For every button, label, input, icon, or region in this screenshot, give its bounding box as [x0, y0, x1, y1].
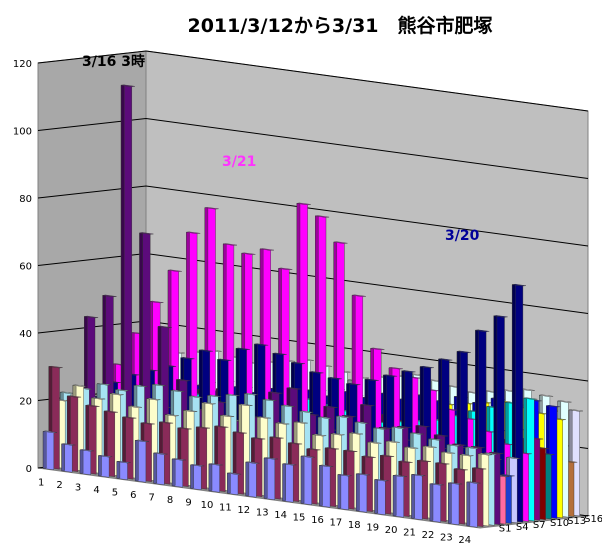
- x-tick-label: 1: [38, 477, 44, 488]
- chart-title: 2011/3/12から3/31 熊谷市肥塚: [187, 14, 492, 37]
- bars: [42, 84, 583, 528]
- x-tick-label: 19: [366, 522, 379, 533]
- depth-tick-label: S4: [516, 522, 529, 533]
- x-tick-label: 14: [274, 510, 287, 521]
- x-tick-label: 7: [149, 492, 155, 503]
- depth-tick-label: S10: [550, 518, 569, 529]
- bar: [392, 474, 407, 518]
- x-tick-label: 12: [237, 505, 250, 516]
- x-tick-label: 2: [56, 480, 62, 491]
- x-tick-label: 11: [219, 502, 232, 513]
- x-tick-label: 5: [112, 487, 118, 498]
- x-tick-label: 22: [422, 530, 435, 541]
- y-tick-label: 80: [19, 194, 32, 205]
- annotation-3-21: 3/21: [222, 154, 256, 170]
- bar: [448, 482, 463, 526]
- bar: [134, 439, 150, 483]
- x-tick-label: 15: [293, 512, 306, 523]
- y-tick-label: 100: [13, 127, 32, 138]
- x-tick-label: 8: [167, 495, 173, 506]
- gridline: [37, 50, 589, 112]
- x-tick-label: 4: [93, 485, 99, 496]
- y-tick-label: 60: [19, 262, 32, 273]
- x-tick-label: 3: [75, 482, 81, 493]
- x-tick-label: 10: [201, 500, 214, 511]
- bar: [42, 430, 58, 471]
- x-tick-label: 17: [330, 517, 343, 528]
- bar: [61, 443, 76, 473]
- y-tick-label: 40: [19, 329, 32, 340]
- y-tick-label: 20: [19, 397, 32, 408]
- x-tick-label: 6: [130, 490, 136, 501]
- bar: [337, 474, 352, 511]
- bar: [411, 473, 426, 521]
- y-tick-label: 120: [13, 59, 32, 70]
- depth-tick-label: S16: [584, 514, 602, 525]
- bar: [263, 457, 279, 501]
- y-axis-ticks: 0 20 40 60 80 100 120: [13, 59, 32, 475]
- x-tick-label: 21: [403, 527, 416, 538]
- bar: [374, 479, 389, 516]
- bar: [153, 452, 168, 486]
- bar: [79, 449, 94, 476]
- x-axis-ticks: 1 2 3 4 5 6 7 8 9 10 11 12 13 14 15 16 17 18 19 20 21 22 23 24: [38, 477, 471, 546]
- gridline: [37, 117, 589, 179]
- x-tick-label: 24: [458, 535, 471, 546]
- x-tick-label: 16: [311, 515, 324, 526]
- bar: [171, 458, 186, 488]
- depth-tick-label: S13: [567, 516, 586, 527]
- bar: [356, 473, 371, 513]
- annotation-3-16: 3/16 3時: [82, 53, 145, 70]
- x-tick-label: 20: [385, 525, 398, 536]
- bar: [466, 481, 481, 528]
- depth-tick-label: S7: [533, 520, 546, 531]
- bar: [245, 461, 260, 498]
- bar: [282, 463, 297, 503]
- annotation-3-20: 3/20: [445, 228, 480, 244]
- x-tick-label: 23: [440, 532, 453, 543]
- bar: [208, 463, 223, 493]
- depth-tick-label: S1: [499, 524, 512, 535]
- y-tick-label: 0: [26, 464, 32, 475]
- bar: [319, 464, 334, 508]
- x-tick-label: 18: [348, 520, 361, 531]
- x-tick-label: 9: [185, 497, 191, 508]
- x-tick-label: 13: [256, 507, 269, 518]
- bar: [227, 472, 242, 496]
- bar: [98, 455, 113, 478]
- bar: [429, 483, 444, 523]
- gridline: [37, 185, 589, 247]
- bar: [190, 464, 205, 491]
- bar: [116, 460, 131, 481]
- bar: [300, 455, 315, 506]
